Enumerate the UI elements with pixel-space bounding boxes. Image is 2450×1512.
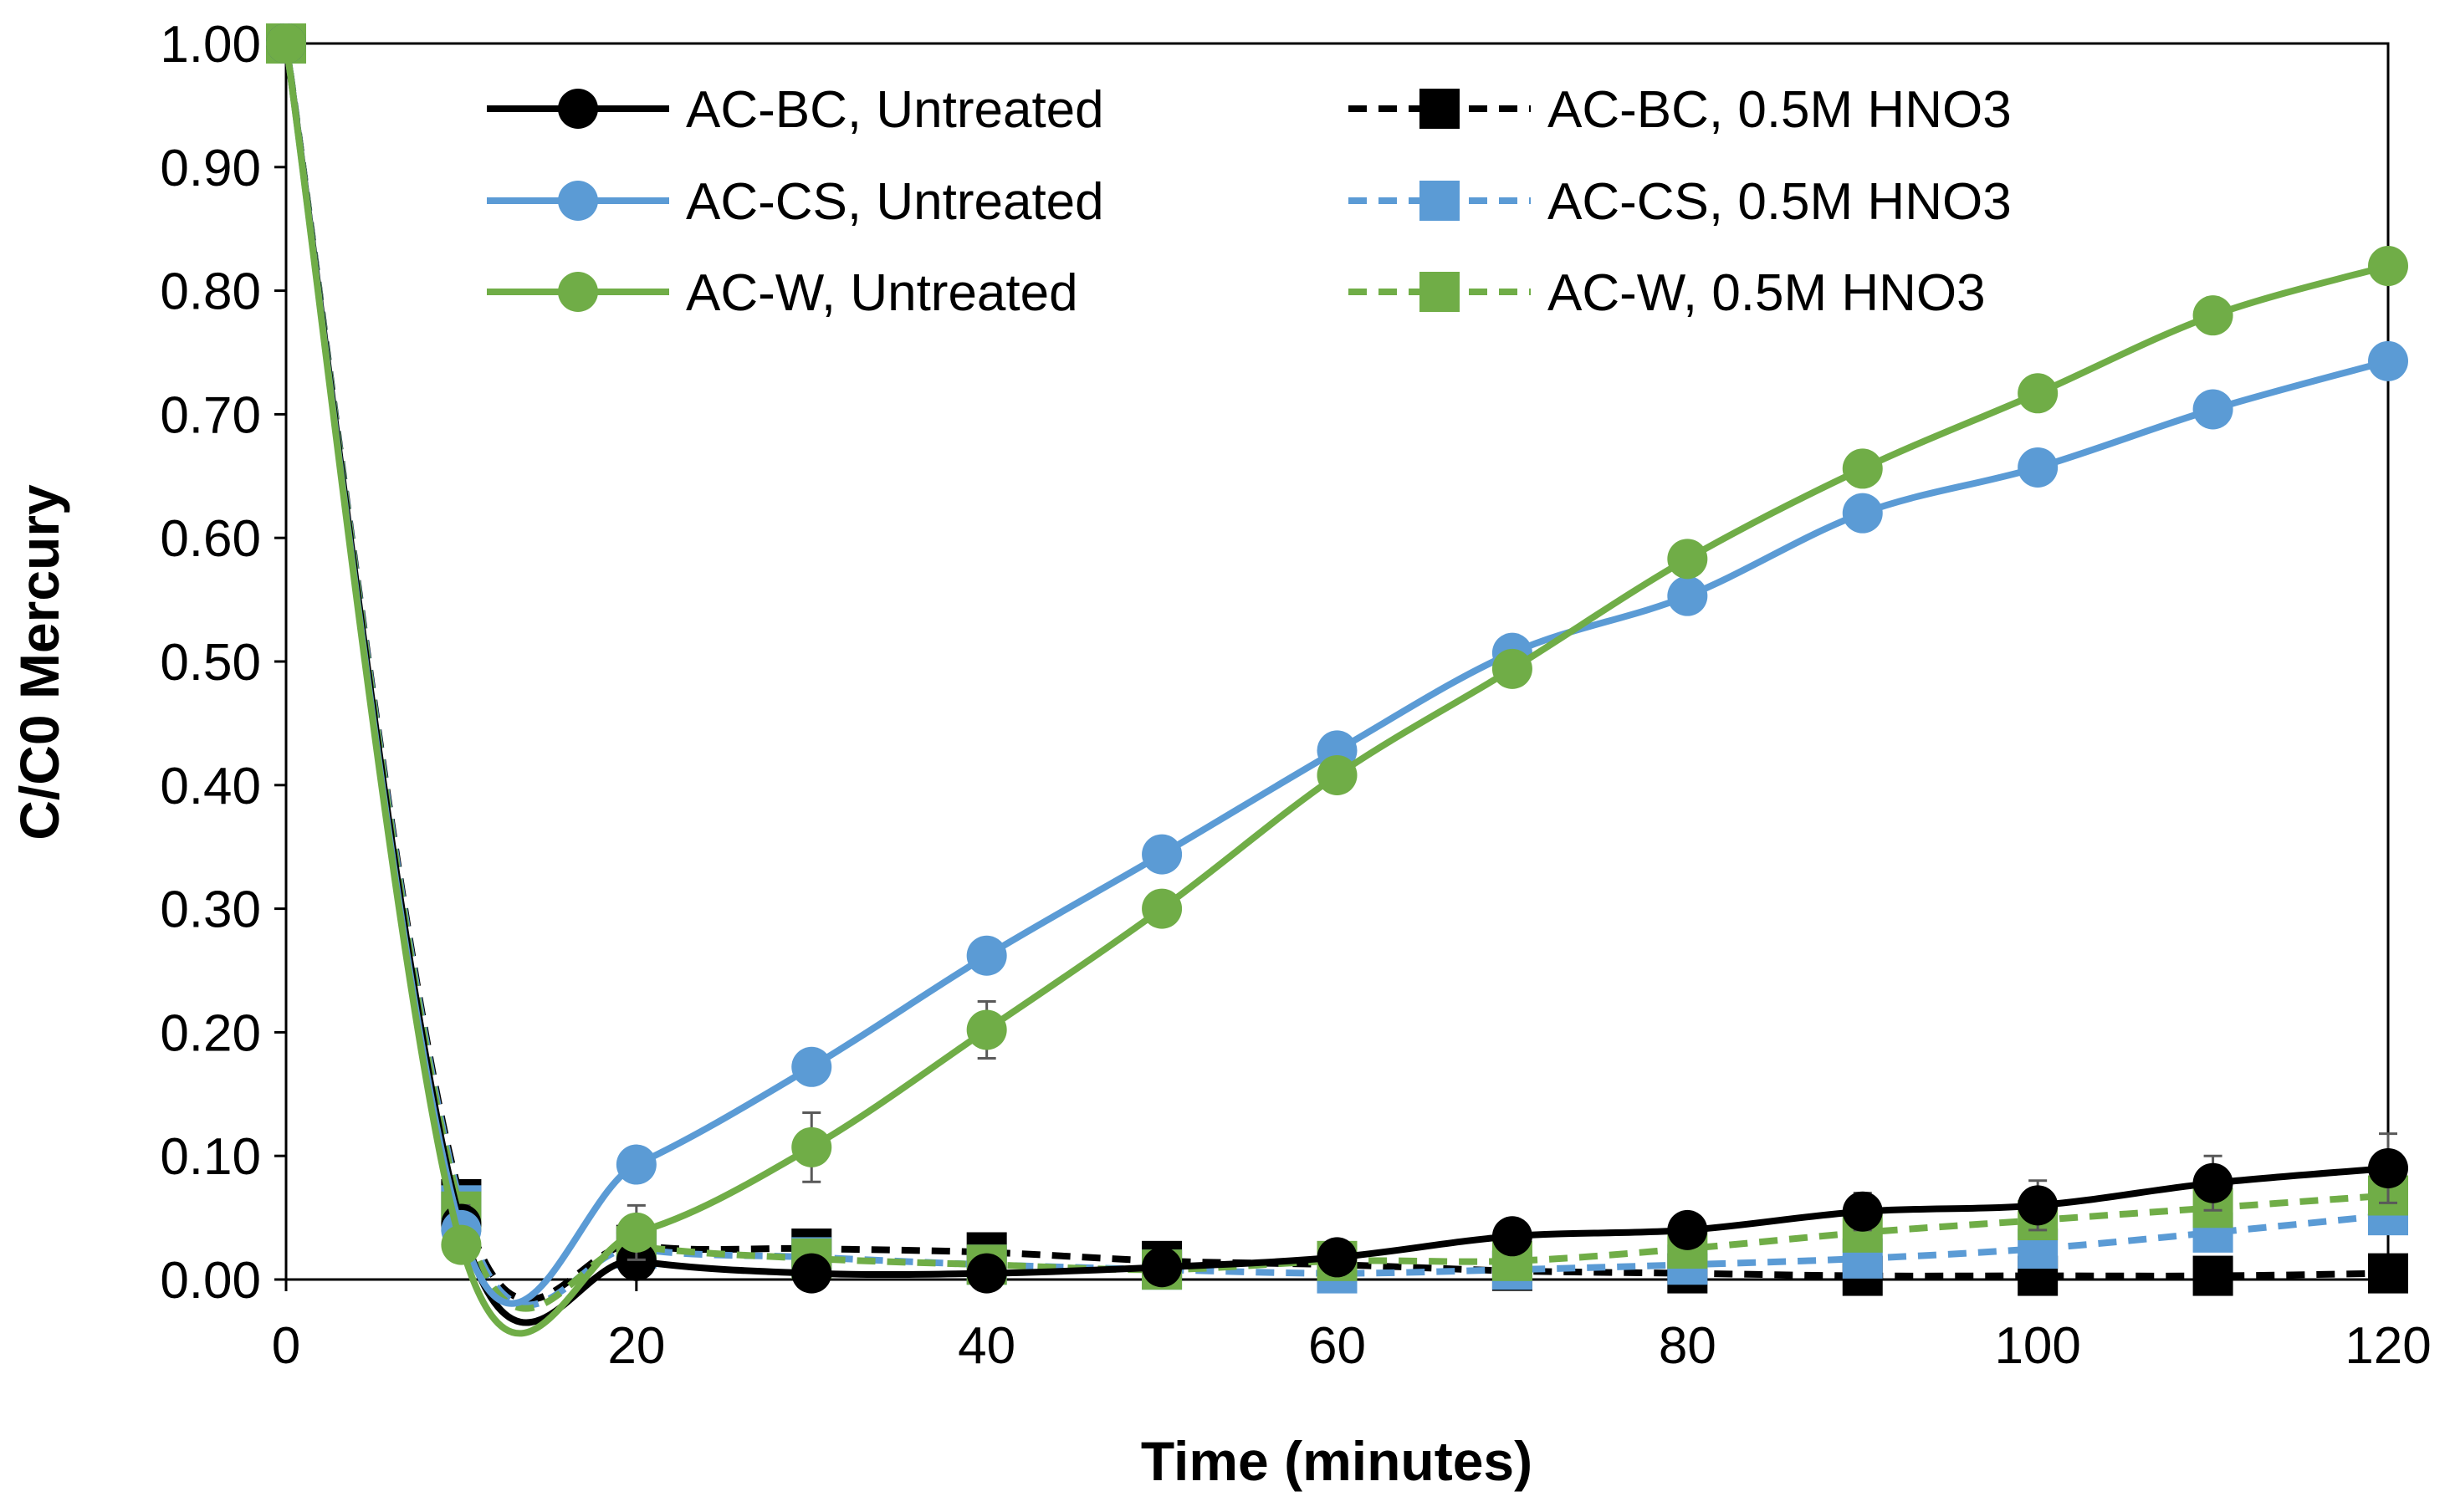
- legend-item: AC-CS, 0.5M HNO3: [1348, 173, 2012, 231]
- x-tick-label: 120: [2345, 1317, 2431, 1375]
- data-point: [2192, 1162, 2233, 1203]
- data-point: [1491, 1216, 1532, 1257]
- y-tick-label: 0.50: [160, 634, 261, 692]
- data-point: [1142, 888, 1183, 929]
- data-point: [2368, 246, 2408, 287]
- y-tick-label: 0.00: [160, 1252, 261, 1310]
- series-line: [283, 43, 2390, 1307]
- y-tick-label: 0.80: [160, 263, 261, 321]
- series-line: [283, 43, 2389, 1312]
- x-axis-title: Time (minutes): [1141, 1430, 1532, 1492]
- data-point: [2192, 389, 2233, 430]
- data-point: [1317, 754, 1358, 795]
- legend-item: AC-BC, 0.5M HNO3: [1348, 81, 2012, 139]
- data-point: [1317, 1237, 1358, 1278]
- legend-label: AC-BC, 0.5M HNO3: [1547, 81, 2012, 139]
- legend-marker: [1419, 89, 1460, 129]
- series-ac-bc-untreated: [266, 23, 2408, 1326]
- data-point: [966, 1253, 1007, 1294]
- series-ac-w-untreated: [266, 23, 2408, 1337]
- x-tick-label: 40: [958, 1317, 1015, 1375]
- legend-label: AC-CS, 0.5M HNO3: [1547, 173, 2012, 231]
- y-tick-label: 0.30: [160, 881, 261, 939]
- series-line: [283, 43, 2389, 1326]
- legend-marker: [1419, 181, 1460, 221]
- legend-marker: [558, 89, 598, 129]
- y-tick-label: 0.20: [160, 1004, 261, 1062]
- data-point: [791, 1046, 832, 1087]
- x-tick-label: 20: [607, 1317, 665, 1375]
- data-point: [966, 1009, 1007, 1050]
- legend-item: AC-W, Untreated: [487, 264, 1078, 322]
- data-point: [1667, 539, 1708, 580]
- data-point: [791, 1126, 832, 1167]
- data-point: [616, 1144, 657, 1185]
- legend-marker: [1419, 272, 1460, 312]
- data-point: [1142, 1247, 1183, 1288]
- legend-label: AC-BC, Untreated: [686, 81, 1104, 139]
- legend-marker: [558, 181, 598, 221]
- y-tick-label: 0.90: [160, 140, 261, 197]
- data-point: [2018, 447, 2059, 488]
- data-point: [1491, 648, 1532, 689]
- series-line: [283, 43, 2389, 1309]
- x-tick-label: 0: [272, 1317, 300, 1375]
- series-line: [283, 43, 2390, 1337]
- data-point: [266, 23, 306, 64]
- data-point: [2018, 1185, 2059, 1226]
- data-point: [2368, 1147, 2408, 1188]
- legend-label: AC-W, Untreated: [686, 264, 1078, 322]
- data-point: [791, 1253, 832, 1294]
- data-point: [1142, 834, 1183, 875]
- data-point: [1667, 575, 1708, 616]
- legend-item: AC-W, 0.5M HNO3: [1348, 264, 1986, 322]
- legend-item: AC-BC, Untreated: [487, 81, 1104, 139]
- legend: AC-BC, Untreated AC-CS, Untreated AC-W, Un…: [487, 81, 2012, 322]
- legend-item: AC-CS, Untreated: [487, 173, 1104, 231]
- x-tick-label: 80: [1659, 1317, 1716, 1375]
- data-point: [2018, 373, 2059, 414]
- data-point: [1842, 493, 1883, 534]
- y-axis-title: C/C0 Mercury: [8, 484, 70, 840]
- data-point: [441, 1224, 482, 1265]
- data-point: [1667, 1209, 1708, 1250]
- plot-frame: [284, 42, 2390, 1281]
- y-tick-label: 1.00: [160, 16, 261, 74]
- series-line: [283, 43, 2389, 1303]
- y-tick-label: 0.60: [160, 510, 261, 568]
- x-tick-label: 60: [1308, 1317, 1366, 1375]
- data-point: [2192, 295, 2233, 336]
- y-tick-label: 0.10: [160, 1128, 261, 1186]
- y-tick-label: 0.70: [160, 386, 261, 444]
- data-point: [2192, 1255, 2233, 1296]
- data-point: [1842, 448, 1883, 489]
- legend-label: AC-W, 0.5M HNO3: [1547, 264, 1986, 322]
- data-point: [2368, 1253, 2408, 1294]
- data-point: [2368, 340, 2408, 381]
- data-point: [966, 935, 1007, 976]
- x-tick-label: 100: [1994, 1317, 2080, 1375]
- legend-label: AC-CS, Untreated: [686, 173, 1104, 231]
- y-tick-label: 0.40: [160, 758, 261, 815]
- data-point: [616, 1212, 657, 1253]
- data-point: [1842, 1191, 1883, 1232]
- legend-marker: [558, 272, 598, 312]
